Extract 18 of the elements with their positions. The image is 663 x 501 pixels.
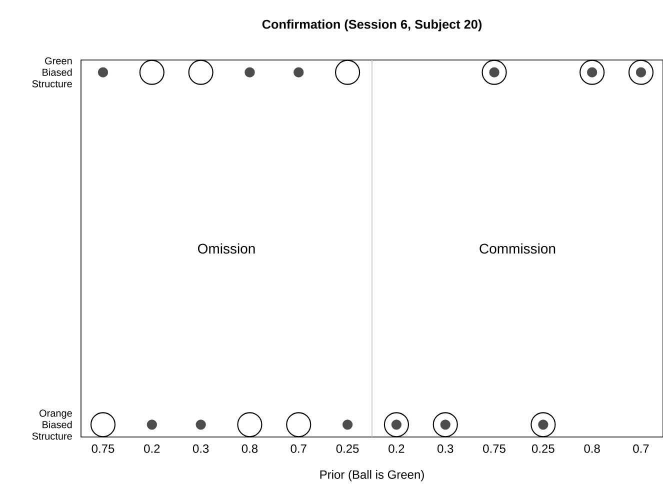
x-tick-label: 0.75 <box>92 444 114 453</box>
x-tick-label: 0.8 <box>584 444 600 453</box>
x-tick-label: 0.25 <box>336 444 359 453</box>
chart-title: Confirmation (Session 6, Subject 20) <box>262 19 482 32</box>
annotation: Omission <box>198 243 255 254</box>
x-tick-label: 0.75 <box>483 444 506 453</box>
x-tick-label: 0.7 <box>633 444 649 453</box>
x-tick-label: 0.8 <box>242 444 258 453</box>
x-tick-label: 0.2 <box>144 444 160 453</box>
text: Orange Biased Structure <box>32 410 72 440</box>
x-tick-label: 0.3 <box>192 444 209 453</box>
x-tick-label: 0.25 <box>532 444 554 453</box>
x-tick-label: 0.7 <box>290 444 306 453</box>
x-tick-label: 0.3 <box>437 444 454 453</box>
text: Green Biased Structure <box>32 57 72 88</box>
x-axis-title: Prior (Ball is Green) <box>320 470 424 482</box>
annotation: Commission <box>480 243 556 254</box>
x-tick-label: 0.2 <box>388 444 404 453</box>
